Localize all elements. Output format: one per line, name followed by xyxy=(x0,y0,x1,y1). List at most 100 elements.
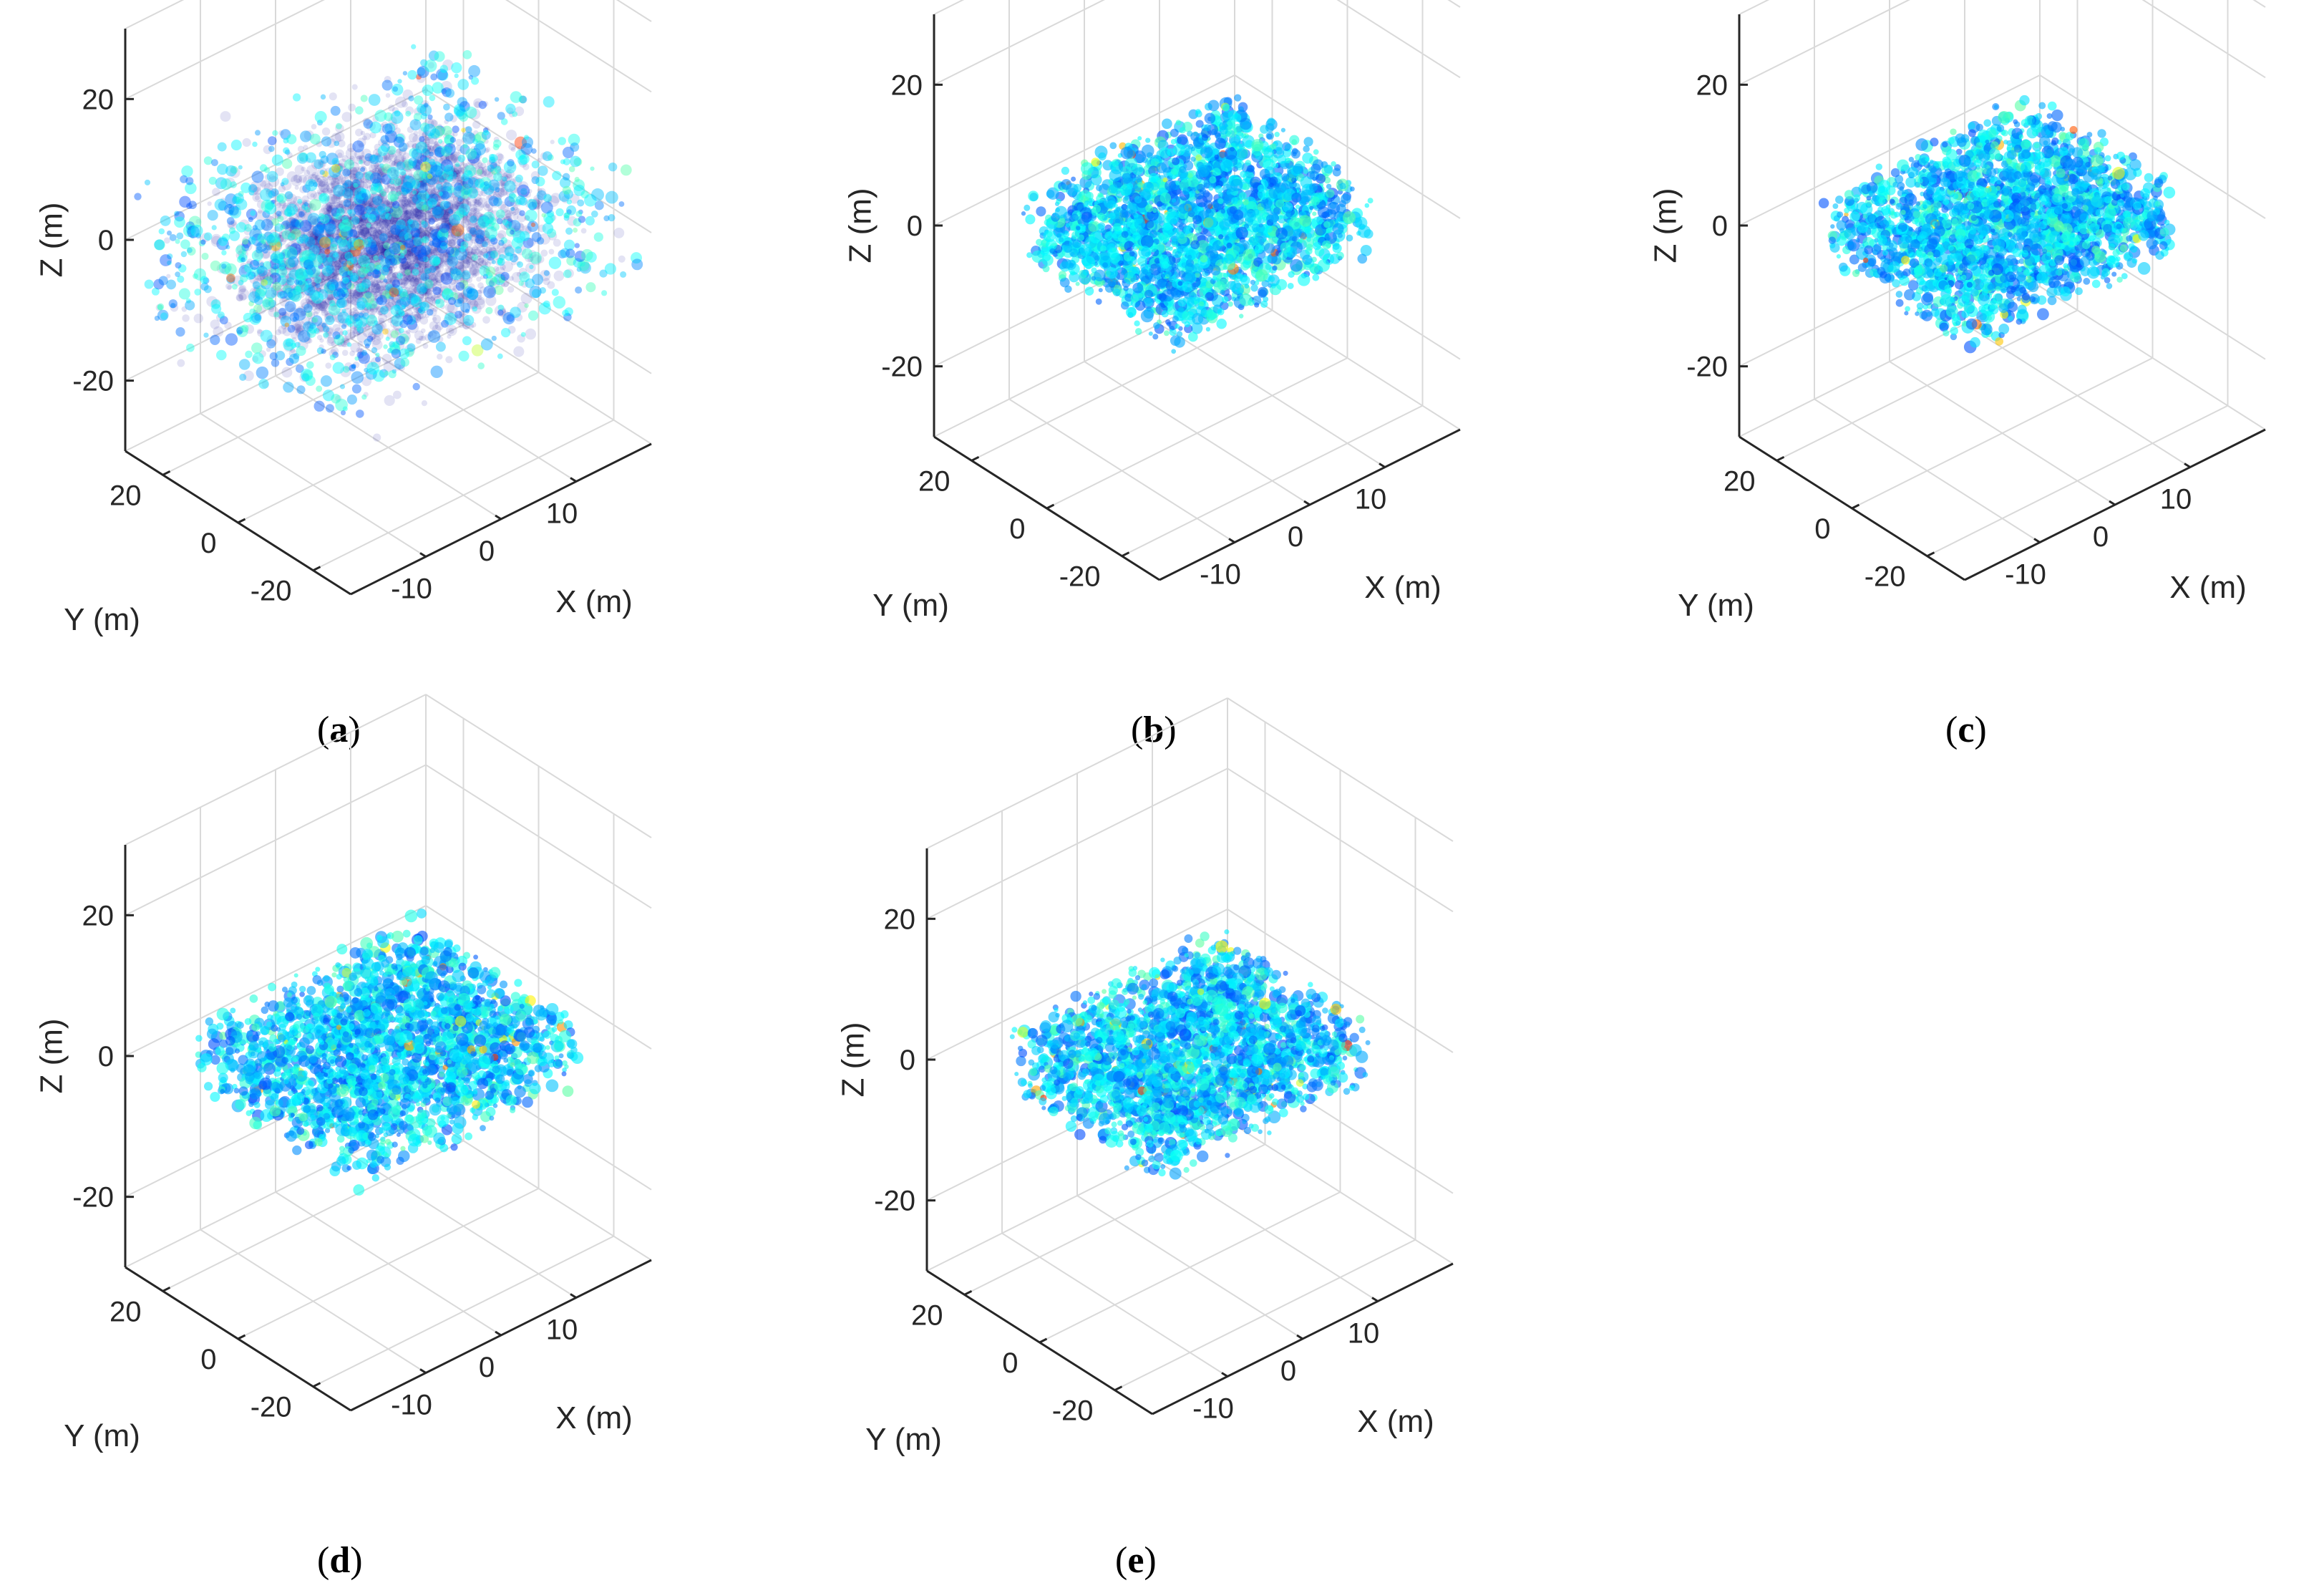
cloud-point xyxy=(406,189,410,193)
cloud-point xyxy=(179,288,190,299)
cloud-point xyxy=(420,155,427,162)
cloud-point xyxy=(306,376,316,386)
cloud-point xyxy=(496,209,505,218)
cloud-point xyxy=(401,358,409,367)
cloud-point xyxy=(370,173,381,184)
noise-point xyxy=(511,147,516,152)
noise-point xyxy=(321,184,330,193)
cloud-point xyxy=(456,282,465,291)
cloud-point xyxy=(314,276,321,284)
cloud-point xyxy=(354,205,365,216)
cloud-point xyxy=(565,228,573,235)
cloud-point xyxy=(462,132,475,145)
plot3d-a: 20 0 -20 20 0 -20 -10 0 10 Z (m) Y (m) X… xyxy=(14,14,802,773)
cloud-point xyxy=(565,248,575,258)
cloud-point xyxy=(249,190,254,195)
cloud-point xyxy=(242,238,248,245)
panel-b: 20 0 -20 20 0 -20 -10 0 10 Z (m) Y (m) X… xyxy=(823,0,1610,759)
cloud-point xyxy=(268,136,277,145)
cloud-point xyxy=(285,150,291,155)
cloud-point xyxy=(490,251,498,258)
noise-point xyxy=(432,295,436,299)
cloud-point xyxy=(465,148,477,160)
y-tick-neg20: -20 xyxy=(251,576,292,607)
cloud-point xyxy=(361,394,366,400)
cloud-point xyxy=(364,213,369,218)
cloud-point xyxy=(501,328,510,337)
cloud-point xyxy=(250,210,256,216)
cloud-point xyxy=(272,130,278,136)
cloud-point xyxy=(483,253,489,259)
cloud-point xyxy=(313,225,324,236)
noise-point xyxy=(547,281,555,289)
cloud-point xyxy=(319,151,326,158)
cloud-point xyxy=(394,304,400,311)
noise-point xyxy=(401,196,407,203)
cloud-point xyxy=(532,289,541,299)
cloud-point xyxy=(481,339,493,351)
cloud-point xyxy=(378,145,388,155)
cloud-point xyxy=(517,261,523,268)
cloud-point xyxy=(495,97,499,102)
cloud-point xyxy=(414,95,423,105)
cloud-point xyxy=(450,266,458,274)
x-tick-neg10: -10 xyxy=(391,573,432,605)
cloud-point xyxy=(320,215,329,224)
cloud-point xyxy=(606,191,618,204)
cloud-point xyxy=(261,219,273,231)
cloud-point xyxy=(570,142,579,152)
cloud-point xyxy=(411,44,416,49)
cloud-point xyxy=(433,256,441,264)
cloud-point xyxy=(399,253,404,258)
cloud-point xyxy=(366,223,371,228)
cloud-point xyxy=(210,261,221,271)
cloud-point xyxy=(477,362,485,369)
cloud-point xyxy=(331,394,341,404)
noise-point xyxy=(236,294,243,301)
noise-point xyxy=(434,141,438,145)
cloud-point xyxy=(221,263,226,268)
cloud-point xyxy=(412,268,419,276)
cloud-point xyxy=(251,342,263,354)
cloud-point xyxy=(306,361,314,369)
plot3d-b: 20 0 -20 20 0 -20 -10 0 10 Z (m) Y (m) X… xyxy=(823,0,1610,759)
cloud-point xyxy=(180,239,190,249)
noise-point xyxy=(291,332,298,339)
cloud-point xyxy=(200,276,208,284)
cloud-point xyxy=(575,243,580,248)
cloud-point xyxy=(502,177,507,182)
cloud-point xyxy=(492,260,496,264)
noise-point xyxy=(164,237,170,243)
noise-point xyxy=(325,362,331,369)
noise-point xyxy=(470,268,477,276)
noise-point xyxy=(482,259,488,266)
cloud-point xyxy=(211,159,218,166)
cloud-point xyxy=(325,316,334,325)
noise-point xyxy=(352,84,358,89)
cloud-point xyxy=(185,300,195,310)
cloud-point xyxy=(261,239,266,244)
cloud-point xyxy=(290,312,300,322)
cloud-point xyxy=(283,382,293,392)
cloud-point xyxy=(272,155,283,166)
cloud-point xyxy=(427,198,437,208)
cloud-point xyxy=(288,256,298,267)
cloud-point xyxy=(442,126,452,136)
cloud-point xyxy=(335,213,341,220)
cloud-point xyxy=(351,364,356,369)
cloud-point xyxy=(297,152,308,164)
noise-point xyxy=(550,140,555,144)
cloud-point xyxy=(249,313,261,324)
noise-point xyxy=(386,93,391,98)
cloud-point xyxy=(316,386,322,392)
cloud-point xyxy=(387,167,400,180)
cloud-point xyxy=(549,256,561,268)
cloud-point xyxy=(299,257,303,261)
cloud-point xyxy=(170,234,177,241)
cloud-point xyxy=(255,130,261,135)
cloud-point xyxy=(575,286,582,294)
cloud-point xyxy=(373,196,382,205)
cloud-point xyxy=(397,273,403,279)
cloud-point xyxy=(531,176,539,184)
cloud-point xyxy=(544,270,550,276)
